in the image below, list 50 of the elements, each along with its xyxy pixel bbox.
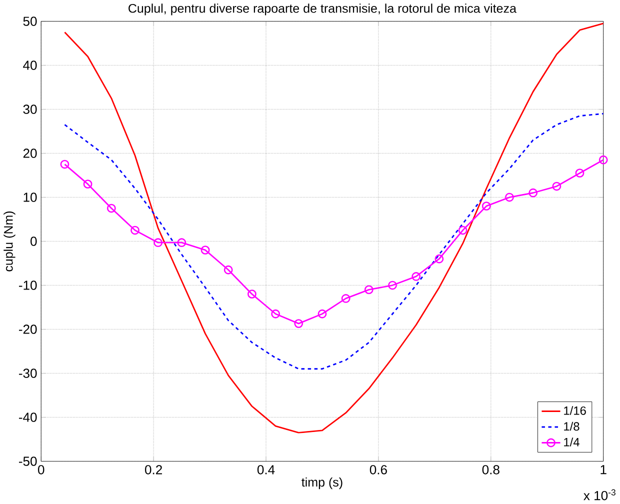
point: [575, 168, 584, 178]
point: [318, 309, 327, 318]
point: [200, 246, 210, 255]
point: [106, 204, 116, 213]
point: [598, 155, 608, 164]
legend-label: 1/4: [564, 438, 580, 446]
x-tick-label: 1: [600, 465, 606, 474]
point: [294, 319, 304, 328]
point: [434, 254, 444, 264]
y-tick-label: -30: [18, 368, 37, 378]
x-tick-label: 0.6: [370, 465, 387, 474]
point: [177, 238, 186, 248]
y-tick-label: -20: [18, 324, 37, 334]
point: [341, 294, 350, 303]
point: [552, 182, 562, 191]
point: [364, 285, 374, 294]
point: [528, 188, 538, 198]
legend-label: 1/8: [564, 422, 580, 431]
point: [458, 226, 468, 235]
x-tick-label: 0.2: [145, 465, 162, 474]
point: [505, 192, 514, 202]
text: x 10$^{-3}$: [584, 489, 616, 500]
point: [83, 180, 92, 189]
y-tick-label: -50: [18, 456, 37, 466]
point: [224, 265, 233, 274]
x-axis-title: timp (s): [302, 478, 342, 490]
legend-label: 1/16: [564, 406, 586, 415]
point: [60, 160, 70, 169]
y-tick-label: -40: [18, 412, 37, 422]
y-tick-label: 30: [23, 104, 37, 114]
x-tick-label: 0.8: [482, 465, 500, 474]
chart-title: Cuplul, pentru diverse rapoarte de transmisie, la rotorul de mica viteza: [128, 4, 516, 16]
line-series: [64, 22, 604, 434]
point: [412, 272, 421, 281]
y-tick-label: 10: [24, 192, 37, 202]
x-tick-label: 0.4: [257, 465, 275, 474]
y-tick-label: 40: [23, 60, 37, 70]
y-axis-title: cuplu (Nm): [4, 212, 16, 272]
point: [271, 309, 280, 318]
y-tick-label: 50: [23, 16, 37, 26]
point: [247, 290, 256, 299]
y-tick-label: 20: [23, 148, 37, 158]
point: [154, 238, 163, 248]
x-tick-label: 0: [38, 465, 44, 474]
point: [130, 226, 140, 235]
line-series: [64, 113, 604, 370]
y-tick-label: 0: [30, 236, 37, 246]
point: [388, 280, 397, 290]
y-tick-label: -10: [18, 280, 37, 290]
point: [482, 202, 491, 211]
